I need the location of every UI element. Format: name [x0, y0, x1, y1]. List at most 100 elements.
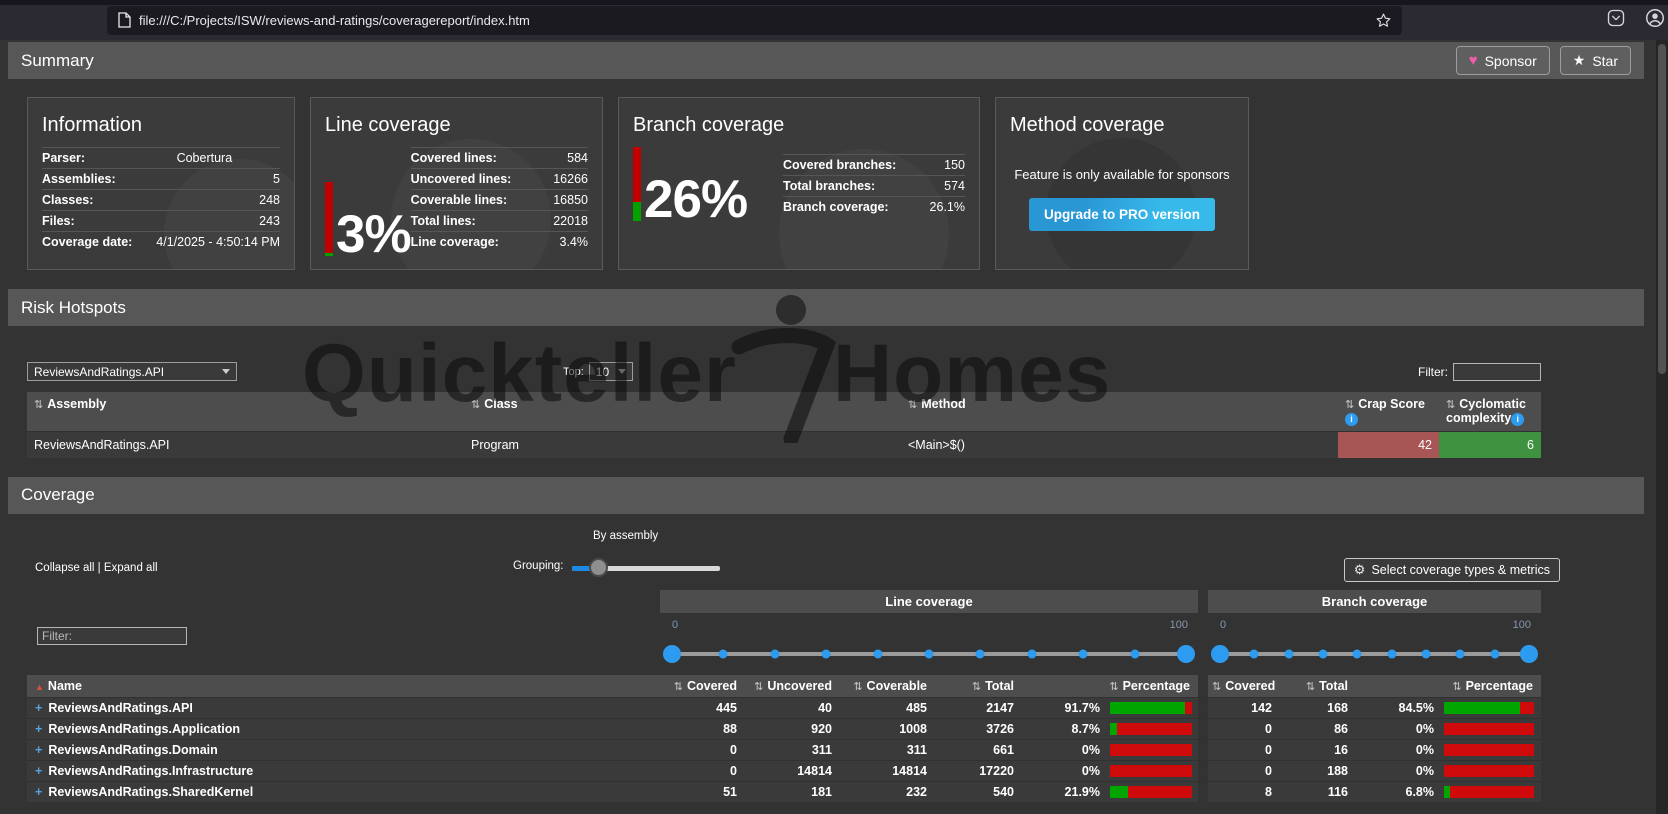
range-handle[interactable]: [1211, 644, 1229, 663]
page-scrollbar[interactable]: [1656, 40, 1668, 814]
line-coverable-value: 485: [906, 700, 927, 715]
card-stat-row: Line coverage: 3.4%: [410, 231, 588, 252]
column-header-cyclomatic[interactable]: ⇅ Cyclomatic complexity i: [1439, 392, 1541, 431]
risk-hotspots-section-bar: Risk Hotspots: [8, 289, 1644, 326]
stat-label: Coverage date:: [42, 231, 149, 252]
expand-plus-icon[interactable]: +: [35, 784, 43, 799]
expand-plus-icon[interactable]: +: [35, 742, 43, 757]
range-pip: [1318, 649, 1328, 658]
line-coverage-range-slider[interactable]: 0 100: [660, 613, 1198, 675]
assembly-name-cell[interactable]: + ReviewsAndRatings.Domain: [27, 743, 660, 757]
range-pip: [1249, 649, 1259, 658]
upgrade-pro-button[interactable]: Upgrade to PRO version: [1028, 198, 1216, 231]
column-header-name[interactable]: ▲ Name: [35, 678, 82, 693]
top-count-select[interactable]: 10: [588, 362, 633, 381]
branch-covered-value: 0: [1265, 742, 1272, 757]
sponsor-button[interactable]: ♥ Sponsor: [1455, 46, 1550, 75]
hotspot-row: ReviewsAndRatings.API Program <Main>$() 42 6: [27, 430, 1541, 458]
star-button[interactable]: ★ Star: [1559, 46, 1631, 75]
branch-percentage-bar: [1442, 785, 1541, 798]
column-header-branch-total[interactable]: ⇅ Total: [1305, 678, 1348, 693]
column-header-line-uncovered[interactable]: ⇅ Uncovered: [754, 678, 832, 693]
info-icon[interactable]: i: [1511, 412, 1525, 426]
card-stat-row: Files: 243: [42, 210, 280, 232]
grouping-label: Grouping:: [513, 559, 564, 572]
hotspot-assembly[interactable]: ReviewsAndRatings.API: [27, 430, 464, 458]
column-header-line-total[interactable]: ⇅ Total: [971, 678, 1014, 693]
branch-total-value: 116: [1327, 784, 1348, 799]
range-handle[interactable]: [663, 644, 681, 663]
expand-plus-icon[interactable]: +: [35, 721, 43, 736]
column-header-line-covered[interactable]: ⇅ Covered: [673, 678, 737, 693]
hotspot-filter-input[interactable]: [1453, 362, 1541, 381]
line-percentage-value: 21.9%: [1064, 784, 1100, 799]
assembly-name-cell[interactable]: + ReviewsAndRatings.Application: [27, 722, 660, 736]
summary-title: Summary: [21, 50, 94, 70]
grouping-slider[interactable]: [572, 557, 720, 578]
line-covered-value: 0: [730, 742, 737, 757]
bookmark-star-icon[interactable]: [1375, 12, 1392, 29]
coverage-table-row: + ReviewsAndRatings.Infrastructure 0 14814 1…: [27, 759, 1541, 781]
assembly-name-cell[interactable]: + ReviewsAndRatings.API: [27, 701, 660, 715]
method-coverage-title: Method coverage: [1010, 114, 1165, 136]
grouping-slider-thumb[interactable]: [589, 557, 608, 577]
column-header-crap-score[interactable]: ⇅ Crap Score i: [1338, 392, 1439, 431]
hotspot-method[interactable]: <Main>$(): [901, 430, 1338, 458]
line-coverage-group-header: Line coverage: [660, 589, 1198, 613]
range-handle[interactable]: [1520, 644, 1538, 663]
address-bar[interactable]: file:///C:/Projects/ISW/reviews-and-rati…: [107, 5, 1402, 35]
line-total-value: 540: [993, 784, 1014, 799]
extension-badge-icon[interactable]: [1606, 8, 1626, 33]
column-header-method[interactable]: ⇅ Method: [901, 392, 1338, 431]
browser-toolbar: file:///C:/Projects/ISW/reviews-and-rati…: [0, 0, 1668, 40]
range-max-label: 100: [1169, 618, 1188, 631]
line-coverable-value: 232: [906, 784, 927, 799]
stat-label: Total lines:: [410, 210, 546, 232]
assembly-name-cell[interactable]: + ReviewsAndRatings.SharedKernel: [27, 785, 660, 799]
info-icon[interactable]: i: [1345, 412, 1358, 426]
line-percentage-bar: [1108, 701, 1198, 714]
assembly-name-cell[interactable]: + ReviewsAndRatings.Infrastructure: [27, 764, 660, 778]
stat-value: 584: [545, 147, 588, 169]
hotspot-class[interactable]: Program: [464, 430, 901, 458]
expand-plus-icon[interactable]: +: [35, 700, 43, 715]
line-coverable-value: 1008: [899, 721, 927, 736]
card-stat-row: Total lines: 22018: [410, 210, 588, 232]
url-text: file:///C:/Projects/ISW/reviews-and-rati…: [139, 12, 530, 28]
column-header-branch-percentage[interactable]: ⇅ Percentage: [1452, 678, 1533, 693]
stat-label: Covered lines:: [410, 147, 546, 169]
scrollbar-thumb[interactable]: [1658, 44, 1666, 374]
column-header-class[interactable]: ⇅ Class: [464, 392, 901, 431]
information-card: Information Parser: Cobertura Assemblies: 5…: [27, 97, 295, 270]
range-handle[interactable]: [1177, 644, 1195, 663]
column-header-assembly[interactable]: ⇅ Assembly: [27, 392, 464, 431]
branch-coverage-range-slider[interactable]: 0 100: [1208, 613, 1541, 675]
card-stat-row: Coverable lines: 16850: [410, 189, 588, 211]
expand-plus-icon[interactable]: +: [35, 763, 43, 778]
line-uncovered-value: 14814: [797, 763, 832, 778]
branch-coverage-mini-bar: [633, 147, 641, 221]
range-pip: [770, 649, 780, 658]
coverage-title: Coverage: [21, 485, 95, 504]
range-max-label: 100: [1512, 618, 1531, 631]
line-total-value: 2147: [986, 700, 1014, 715]
select-coverage-types-button[interactable]: ⚙ Select coverage types & metrics: [1343, 557, 1560, 582]
assembly-name: ReviewsAndRatings.SharedKernel: [48, 784, 254, 799]
coverage-filter-input[interactable]: [37, 626, 187, 645]
column-header-line-percentage[interactable]: ⇅ Percentage: [1109, 678, 1190, 693]
account-icon[interactable]: [1644, 7, 1666, 34]
coverage-body: Collapse all | Expand all By assembly Gr…: [27, 514, 1560, 802]
collapse-all-link[interactable]: Collapse all: [35, 561, 95, 574]
risk-hotspots-title: Risk Hotspots: [21, 297, 126, 317]
card-stat-row: Covered lines: 584: [410, 147, 588, 169]
column-header-branch-covered[interactable]: ⇅ Covered: [1212, 678, 1276, 693]
branch-coverage-card: Branch coverage 26% Covered branches: 150…: [618, 97, 980, 270]
branch-percentage-bar: [1442, 722, 1541, 735]
assembly-filter-select[interactable]: ReviewsAndRatings.API: [27, 362, 237, 381]
line-uncovered-value: 311: [811, 742, 832, 757]
stat-label: Parser:: [42, 147, 149, 169]
expand-all-link[interactable]: Expand all: [103, 561, 158, 574]
stat-label: Branch coverage:: [783, 196, 925, 217]
column-header-line-coverable[interactable]: ⇅ Coverable: [853, 678, 927, 693]
assembly-name: ReviewsAndRatings.Domain: [48, 742, 218, 757]
